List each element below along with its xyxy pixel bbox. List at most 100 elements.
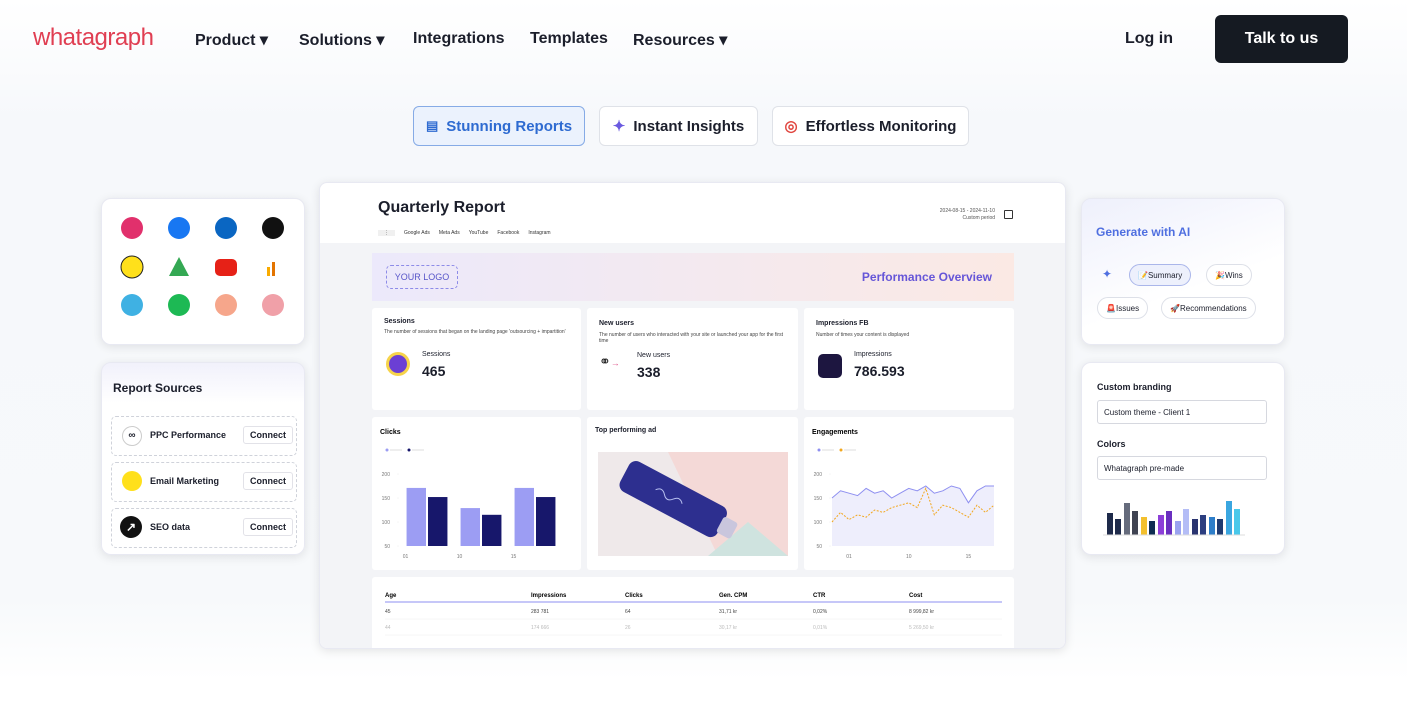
sparkle: ✦ bbox=[1102, 267, 1113, 281]
menu-item[interactable]: Integrations bbox=[413, 30, 505, 47]
x-tick-label: 01 bbox=[403, 554, 409, 560]
icon bbox=[272, 262, 275, 276]
palette-preview bbox=[1097, 493, 1269, 545]
kpi-icon: ⚭→ bbox=[599, 353, 620, 369]
icon bbox=[215, 259, 237, 276]
table-cell: 64 bbox=[625, 609, 631, 615]
tab[interactable]: ✦ Instant Insights bbox=[599, 106, 758, 146]
menu-item[interactable]: Resources ▾ bbox=[633, 32, 728, 49]
y-tick-label: 150 bbox=[814, 496, 823, 502]
tab-label: Instant Insights bbox=[633, 117, 745, 135]
table-cell: 31,71 kr bbox=[719, 609, 737, 615]
x-tick-label: 15 bbox=[511, 554, 517, 560]
table-cell: 283 781 bbox=[531, 609, 549, 615]
channel-tab[interactable]: Instagram bbox=[528, 230, 551, 236]
menu-item[interactable]: Product ▾ bbox=[195, 32, 268, 49]
source-item: ∞ PPC Performance Connect bbox=[111, 416, 297, 456]
kpi-card: New users The number of users who intera… bbox=[587, 308, 798, 410]
table-cell: 8 999,82 kr bbox=[909, 609, 934, 615]
kpi-value: 786.593 bbox=[854, 363, 905, 379]
chart: Clicks 50 100 150 200 01 10 15 bbox=[380, 429, 556, 560]
channel-tab[interactable]: YouTube bbox=[468, 230, 489, 236]
source-item: Email Marketing Connect bbox=[111, 462, 297, 502]
x-tick-label: 15 bbox=[966, 554, 972, 560]
source-name: Email Marketing bbox=[150, 476, 220, 486]
report-panel: Quarterly Report 2024-08-15 - 2024-11-10… bbox=[319, 182, 1066, 649]
kpi-description: Number of times your content is displaye… bbox=[816, 332, 910, 338]
table-cell: 0,02% bbox=[813, 609, 828, 615]
table-header: Gen. CPM bbox=[719, 593, 747, 599]
tab-label: Effortless Monitoring bbox=[805, 117, 957, 135]
tab[interactable]: ◎ Effortless Monitoring bbox=[772, 106, 969, 146]
source-icon: ↗ bbox=[120, 516, 142, 538]
channel-tab[interactable]: Google Ads bbox=[404, 230, 430, 236]
legend-dot bbox=[839, 448, 843, 452]
y-tick-label: 100 bbox=[814, 520, 823, 526]
chip[interactable]: 🚨 Issues bbox=[1097, 297, 1149, 319]
connect-button[interactable]: Connect bbox=[243, 426, 293, 444]
table-cell: 45 bbox=[385, 609, 391, 615]
icon bbox=[121, 217, 143, 239]
table-header: Impressions bbox=[531, 593, 567, 599]
logo[interactable]: whatagraph bbox=[33, 24, 154, 51]
date-picker[interactable]: 2024-08-15 - 2024-11-10 Custom period bbox=[880, 208, 995, 222]
sources-title: Report Sources bbox=[113, 381, 203, 395]
chip-label: Issues bbox=[1115, 303, 1140, 313]
kpi-description: The number of users who interacted with … bbox=[599, 332, 783, 344]
icon bbox=[168, 217, 190, 239]
bar bbox=[482, 514, 502, 546]
menu-label: Solutions bbox=[299, 32, 372, 49]
kpi-value: 465 bbox=[422, 363, 446, 379]
y-tick-label: 50 bbox=[384, 544, 390, 550]
icon bbox=[215, 294, 237, 316]
kpi-icon bbox=[389, 355, 407, 373]
connect-button[interactable]: Connect bbox=[243, 518, 293, 536]
kpi-label: Impressions bbox=[854, 351, 892, 358]
menu-item[interactable]: Templates bbox=[530, 30, 608, 47]
channel-tab[interactable]: Meta Ads bbox=[438, 230, 460, 236]
chip[interactable]: 🚀 Recommendations bbox=[1161, 297, 1256, 319]
chart-card: Engagements 50 100 150 200 01 10 15 bbox=[804, 417, 1014, 570]
connect-button[interactable]: Connect bbox=[243, 472, 293, 490]
date-range: 2024-08-15 - 2024-11-10 bbox=[939, 208, 995, 214]
source-name: PPC Performance bbox=[150, 430, 227, 440]
cta-button[interactable]: Talk to us bbox=[1215, 15, 1348, 63]
chart: Engagements 50 100 150 200 01 10 15 bbox=[812, 429, 995, 560]
kpi-description: The number of sessions that began on the… bbox=[384, 329, 566, 335]
chip[interactable]: 🎉 Wins bbox=[1206, 264, 1252, 286]
channel-tab[interactable]: Facebook bbox=[497, 230, 520, 236]
calendar-icon bbox=[1004, 210, 1013, 219]
chip[interactable]: 📝 Summary bbox=[1129, 264, 1192, 286]
table-cell: 26 bbox=[625, 625, 631, 631]
chip-label: Recommendations bbox=[1179, 303, 1247, 313]
legend-dot bbox=[407, 448, 411, 452]
theme-input[interactable]: Custom theme - Client 1 bbox=[1097, 400, 1267, 424]
chart-title: Clicks bbox=[380, 429, 401, 436]
source-icon: ∞ bbox=[122, 426, 142, 446]
tab-label: Stunning Reports bbox=[446, 117, 573, 135]
tab[interactable]: ▤ Stunning Reports bbox=[413, 106, 585, 146]
chart-title: Engagements bbox=[812, 429, 858, 436]
x-tick-label: 01 bbox=[846, 554, 852, 560]
icon bbox=[267, 267, 270, 276]
palette-input[interactable]: Whatagraph pre-made bbox=[1097, 456, 1267, 480]
line bbox=[831, 487, 995, 523]
table-card: Age Impressions Clicks Gen. CPM CTR Cost 45 283… bbox=[372, 577, 1014, 648]
report-title: Quarterly Report bbox=[378, 199, 506, 216]
icon bbox=[169, 257, 189, 276]
table: Age Impressions Clicks Gen. CPM CTR Cost 45 283… bbox=[385, 593, 1002, 636]
kpi-title: Impressions FB bbox=[816, 320, 869, 327]
menu-item[interactable]: Solutions ▾ bbox=[299, 32, 385, 49]
table-cell: 174 666 bbox=[531, 625, 549, 631]
ad-image bbox=[598, 452, 788, 556]
login[interactable]: Log in bbox=[1125, 30, 1173, 47]
kpi-title: Sessions bbox=[384, 318, 415, 325]
kpi-icon bbox=[818, 354, 842, 378]
kpi-value: 338 bbox=[637, 364, 661, 380]
kpi-card: Sessions The number of sessions that beg… bbox=[372, 308, 581, 410]
kpi-label: Sessions bbox=[422, 351, 451, 358]
table-cell: 5 269,50 kr bbox=[909, 625, 934, 631]
chip-label: Wins bbox=[1224, 270, 1243, 280]
icon bbox=[168, 294, 190, 316]
